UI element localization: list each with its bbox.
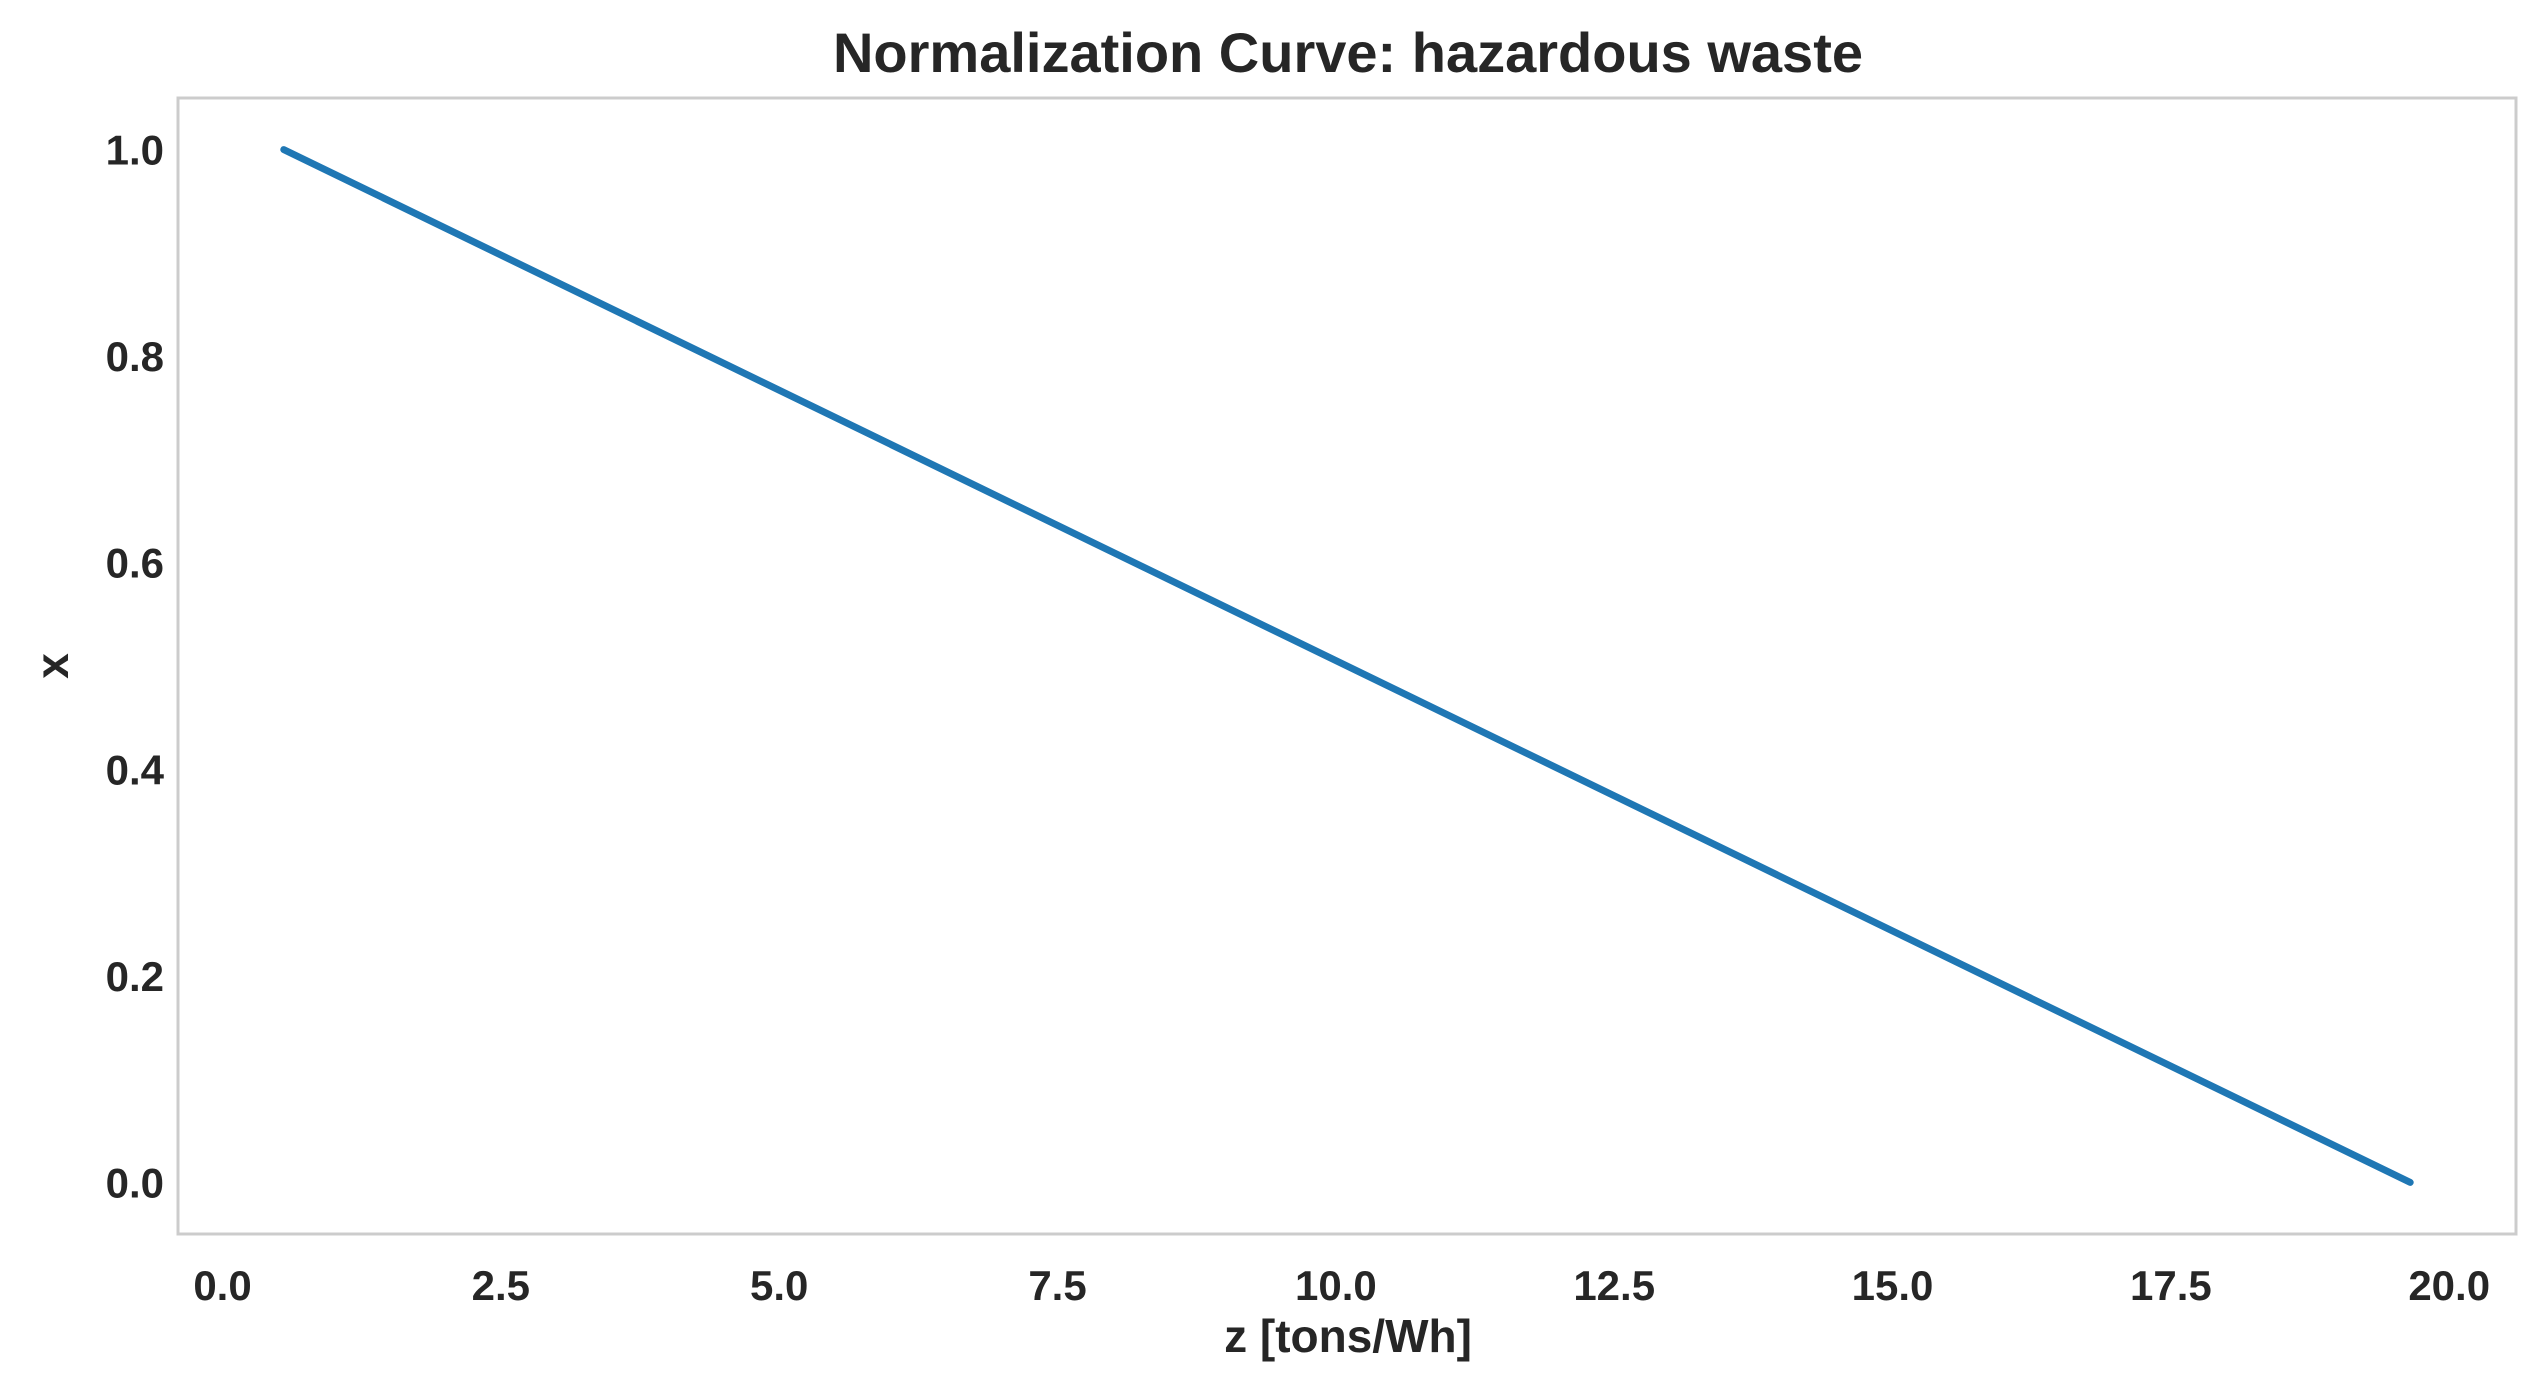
x-tick-labels: 0.0 2.5 5.0 7.5 10.0 12.5 15.0 17.5 20.0: [193, 1262, 2490, 1309]
x-tick-label: 0.0: [193, 1262, 251, 1309]
x-tick-label: 12.5: [1573, 1262, 1655, 1309]
plot-area-frame: [176, 96, 2518, 1236]
y-tick-label: 0.8: [106, 333, 164, 380]
x-axis-label: z [tons/Wh]: [1224, 1310, 1472, 1362]
x-tick-label: 17.5: [2130, 1262, 2212, 1309]
x-tick-label: 5.0: [750, 1262, 808, 1309]
y-tick-label: 0.4: [106, 746, 165, 793]
y-tick-labels: 0.0 0.2 0.4 0.6 0.8 1.0: [106, 127, 165, 1207]
y-tick-label: 0.0: [106, 1159, 164, 1206]
x-tick-label: 20.0: [2408, 1262, 2490, 1309]
y-axis-label: x: [26, 653, 78, 679]
x-tick-label: 10.0: [1295, 1262, 1377, 1309]
x-tick-label: 7.5: [1028, 1262, 1086, 1309]
x-tick-label: 15.0: [1852, 1262, 1934, 1309]
x-tick-label: 2.5: [472, 1262, 530, 1309]
series-line: [280, 146, 2414, 1186]
y-tick-label: 1.0: [106, 127, 164, 174]
chart-title: Normalization Curve: hazardous waste: [833, 21, 1863, 84]
y-tick-label: 0.2: [106, 953, 164, 1000]
y-tick-label: 0.6: [106, 540, 164, 587]
series-layer: [280, 146, 2414, 1186]
